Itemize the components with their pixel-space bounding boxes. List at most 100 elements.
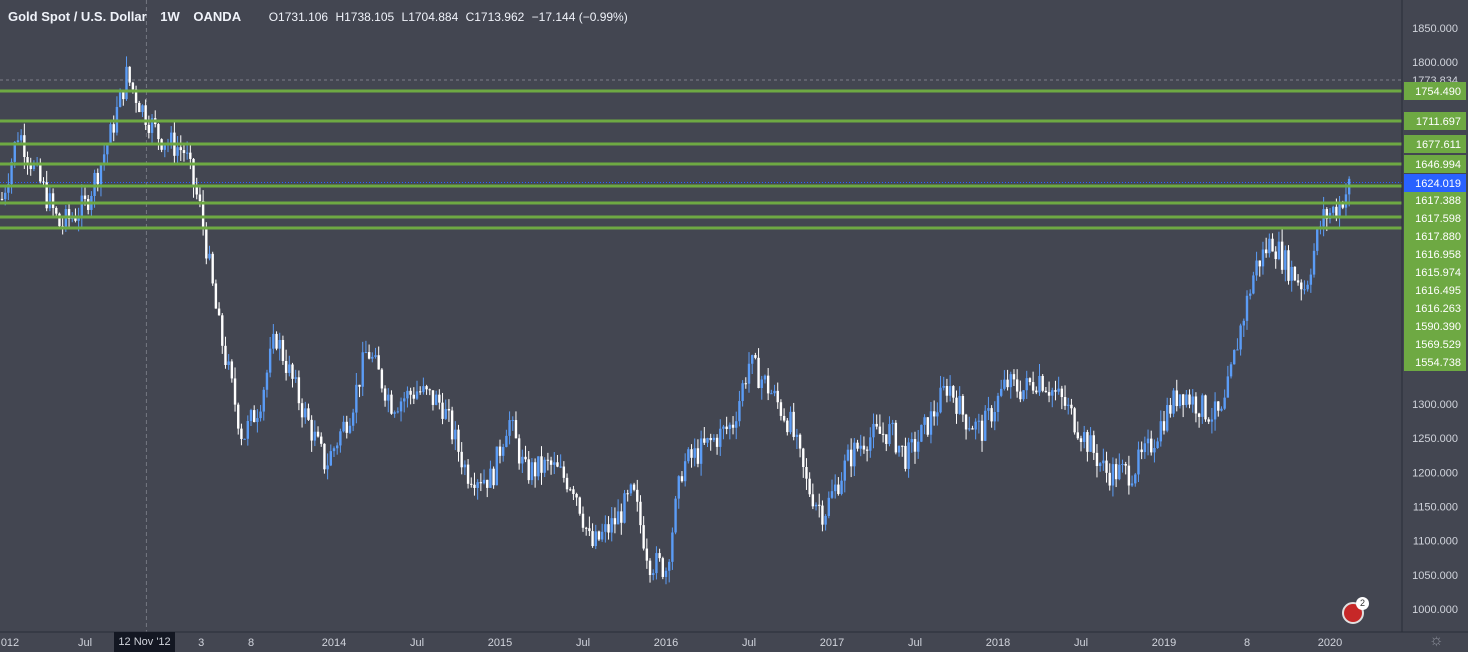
- time-tick-label: 8: [1244, 637, 1250, 649]
- level-price-label[interactable]: 1554.738: [1404, 353, 1466, 371]
- candle-down: [1194, 396, 1198, 414]
- time-tick-label: 012: [1, 637, 19, 649]
- candle-down: [233, 378, 237, 405]
- candle-down: [786, 420, 789, 433]
- candle-down: [926, 417, 929, 435]
- level-price-label[interactable]: 1615.974: [1404, 263, 1466, 281]
- level-price-label[interactable]: 1569.529: [1404, 335, 1466, 353]
- candle-up: [1089, 435, 1092, 452]
- candle-up: [652, 573, 655, 576]
- candle-down: [569, 489, 572, 491]
- settings-gear-icon[interactable]: ☼: [1429, 632, 1444, 649]
- candle-up: [163, 145, 167, 150]
- time-axis[interactable]: 012 Jul 3 8 2014 Jul 2015 Jul 2016 Jul 2017 Jul 2018…: [0, 631, 1468, 652]
- level-label-text: 1677.611: [1416, 139, 1461, 151]
- time-axis-background[interactable]: [0, 632, 1468, 652]
- candle-down: [980, 420, 984, 441]
- price-axis[interactable]: 1000.000 1050.000 1100.000 1150.000 1200.000…: [1401, 0, 1468, 652]
- candle-up: [827, 497, 831, 516]
- candle-up: [1130, 483, 1134, 486]
- candle-up: [109, 124, 112, 146]
- candle-down: [725, 426, 728, 430]
- symbol-title[interactable]: Gold Spot / U.S. Dollar 1W OANDA: [8, 9, 255, 24]
- candle-up: [594, 531, 597, 547]
- candle-up: [1312, 250, 1316, 275]
- candle-up: [1082, 432, 1086, 442]
- candle-up: [288, 364, 291, 373]
- candle-up: [795, 434, 799, 437]
- candle-up: [559, 466, 562, 468]
- level-label-background: [1404, 299, 1466, 317]
- level-price-label[interactable]: 1616.263: [1404, 299, 1466, 317]
- candle-down: [715, 437, 719, 447]
- candle-down: [412, 394, 416, 399]
- time-tick-label: Jul: [1074, 637, 1088, 649]
- open-value: O1731.106: [268, 10, 329, 24]
- time-tick-label: 3: [198, 637, 204, 649]
- level-price-label[interactable]: 1617.388: [1404, 191, 1466, 209]
- level-label-text: 1711.697: [1416, 116, 1461, 128]
- candle-down: [1162, 421, 1166, 431]
- candle-up: [968, 428, 971, 430]
- horizontal-lines-layer[interactable]: [0, 89, 1402, 230]
- level-price-label[interactable]: 1711.697: [1404, 112, 1466, 130]
- candle-down: [696, 448, 700, 464]
- candle-down: [588, 528, 591, 532]
- level-price-label[interactable]: 1646.994: [1404, 155, 1466, 173]
- level-price-label[interactable]: 1616.958: [1404, 245, 1466, 263]
- candle-up: [929, 411, 933, 435]
- candle-up: [773, 390, 776, 394]
- candle-up: [262, 389, 265, 412]
- candle-down: [626, 493, 629, 495]
- candle-down: [217, 308, 221, 316]
- candle-down: [281, 339, 285, 361]
- price-tick-label: 1000.000: [1412, 604, 1458, 616]
- candle-up: [616, 511, 620, 525]
- candle-down: [546, 459, 550, 461]
- candle-up: [996, 395, 1000, 413]
- level-price-label[interactable]: 1754.490: [1404, 82, 1466, 100]
- candle-down: [428, 389, 431, 391]
- candle-up: [422, 386, 425, 393]
- candle-down: [1124, 464, 1127, 466]
- level-label-background: [1404, 263, 1466, 281]
- candle-down: [802, 448, 805, 468]
- candle-down: [157, 124, 160, 140]
- level-label-background: [1404, 317, 1466, 335]
- candle-down: [320, 436, 323, 444]
- level-price-label[interactable]: 1617.598: [1404, 209, 1466, 227]
- us-flag-icon[interactable]: 2: [1342, 597, 1369, 624]
- candle-down: [284, 360, 288, 373]
- candle-down: [885, 434, 888, 444]
- candle-up: [169, 132, 173, 144]
- level-price-label[interactable]: 1616.495: [1404, 281, 1466, 299]
- plot-area[interactable]: [0, 0, 1402, 632]
- candle-up: [118, 90, 122, 107]
- level-price-label[interactable]: 1590.390: [1404, 317, 1466, 335]
- candle-down: [1188, 394, 1191, 405]
- candle-up: [1057, 388, 1060, 392]
- symbol-name[interactable]: Gold Spot / U.S. Dollar: [8, 9, 147, 24]
- candle-up: [719, 428, 722, 447]
- level-price-label[interactable]: 1617.880: [1404, 227, 1466, 245]
- candle-up: [505, 435, 508, 447]
- plot-background[interactable]: [0, 0, 1402, 632]
- candle-up: [1153, 447, 1156, 453]
- last-price-label[interactable]: 1624.019: [1404, 174, 1466, 192]
- candle-down: [23, 135, 26, 158]
- level-label-background: [1404, 112, 1466, 130]
- level-label-background: [1404, 281, 1466, 299]
- interval-label[interactable]: 1W: [160, 9, 180, 24]
- candle-down: [581, 513, 585, 528]
- level-label-text: 1616.263: [1415, 303, 1461, 315]
- level-price-label[interactable]: 1677.611: [1404, 135, 1466, 153]
- candle-up: [387, 394, 390, 401]
- candle-down: [221, 315, 224, 346]
- candle-down: [913, 439, 917, 452]
- candle-down: [549, 460, 553, 465]
- candle-down: [1150, 438, 1153, 453]
- candle-down: [450, 410, 454, 440]
- candle-up: [19, 135, 23, 141]
- level-label-background: [1404, 227, 1466, 245]
